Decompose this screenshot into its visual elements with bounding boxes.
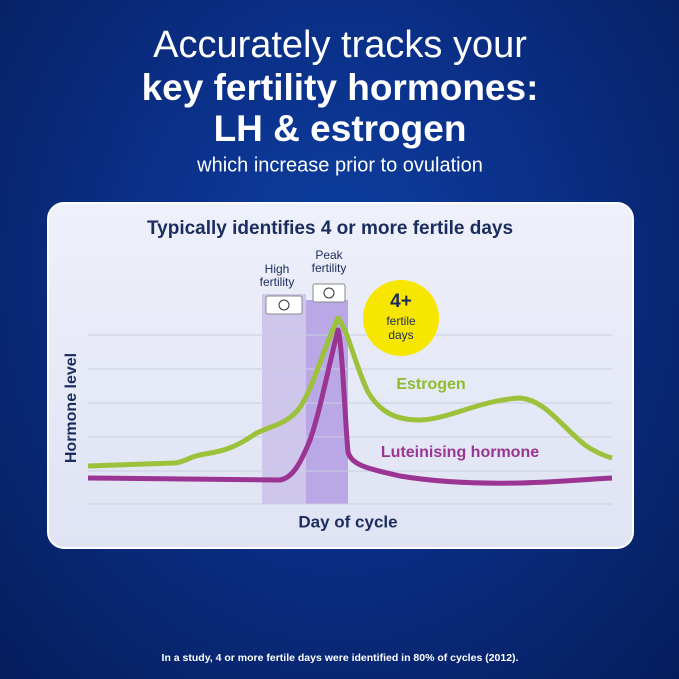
headline-subtitle: which increase prior to ovulation	[196, 154, 483, 176]
band-label: Peak	[315, 248, 343, 262]
x-axis-label: Day of cycle	[298, 512, 397, 531]
grid	[88, 334, 612, 505]
headline-line: Accurately tracks your	[153, 24, 527, 66]
curve-label: Estrogen	[396, 376, 465, 393]
headline-line: key fertility hormones:	[142, 67, 539, 108]
badge-text: fertile	[386, 314, 416, 328]
smiley-face	[278, 299, 290, 311]
badge-text: days	[388, 328, 413, 342]
high-fertility-band	[262, 294, 306, 504]
badge-text: 4+	[390, 291, 412, 312]
band-label: fertility	[312, 261, 347, 275]
y-axis-label: Hormone level	[63, 353, 80, 463]
peak-fertility-band	[306, 300, 348, 504]
badge	[363, 280, 439, 356]
band-label: High	[265, 262, 290, 276]
footnote: In a study, 4 or more fertile days were …	[162, 652, 519, 664]
headline-line: LH & estrogen	[214, 108, 467, 149]
smiley-icon	[265, 295, 303, 315]
curve-label: Luteinising hormone	[381, 444, 539, 461]
card-title: Typically identifies 4 or more fertile d…	[147, 218, 513, 239]
band-label: fertility	[260, 275, 295, 289]
lh-curve	[87, 327, 613, 486]
estrogen-curve	[87, 315, 613, 469]
smiley-face	[323, 287, 335, 299]
smiley-icon	[312, 283, 346, 303]
